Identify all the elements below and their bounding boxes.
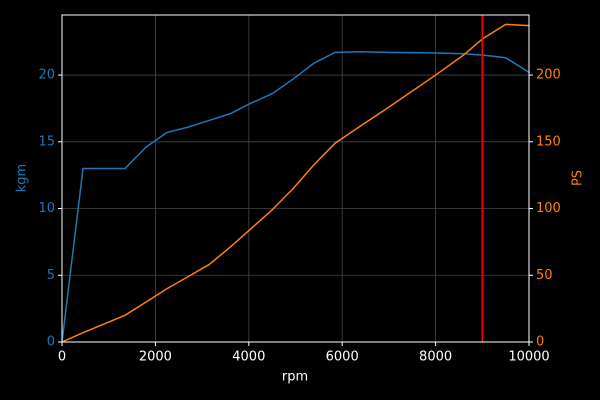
plot-frame [61, 14, 530, 343]
line-series [61, 50, 530, 343]
x-tick-label: 0 [58, 350, 66, 365]
y2-tick-label: 0 [536, 335, 544, 350]
x-tick-label: 8000 [419, 350, 452, 365]
y2-tick-label: 100 [536, 201, 561, 216]
x-tick-label: 4000 [232, 350, 265, 365]
x-tick-label: 10000 [508, 350, 549, 365]
x-tick-label: 6000 [326, 350, 359, 365]
y-tick-label: 10 [38, 201, 55, 216]
y2-tick-label: 200 [536, 68, 561, 83]
y-tick-label: 5 [47, 268, 55, 283]
y-tick-label: 0 [47, 335, 55, 350]
y2-tick-label: 150 [536, 134, 561, 149]
x-axis-label: rpm [282, 370, 308, 385]
y2-tick-label: 50 [536, 268, 553, 283]
line-series [61, 23, 530, 343]
x-tick-label: 2000 [139, 350, 172, 365]
y-tick-label: 15 [38, 134, 55, 149]
y-axis-label: kgm [15, 164, 30, 192]
y2-axis-label: PS [571, 170, 586, 186]
y-tick-label: 20 [38, 68, 55, 83]
